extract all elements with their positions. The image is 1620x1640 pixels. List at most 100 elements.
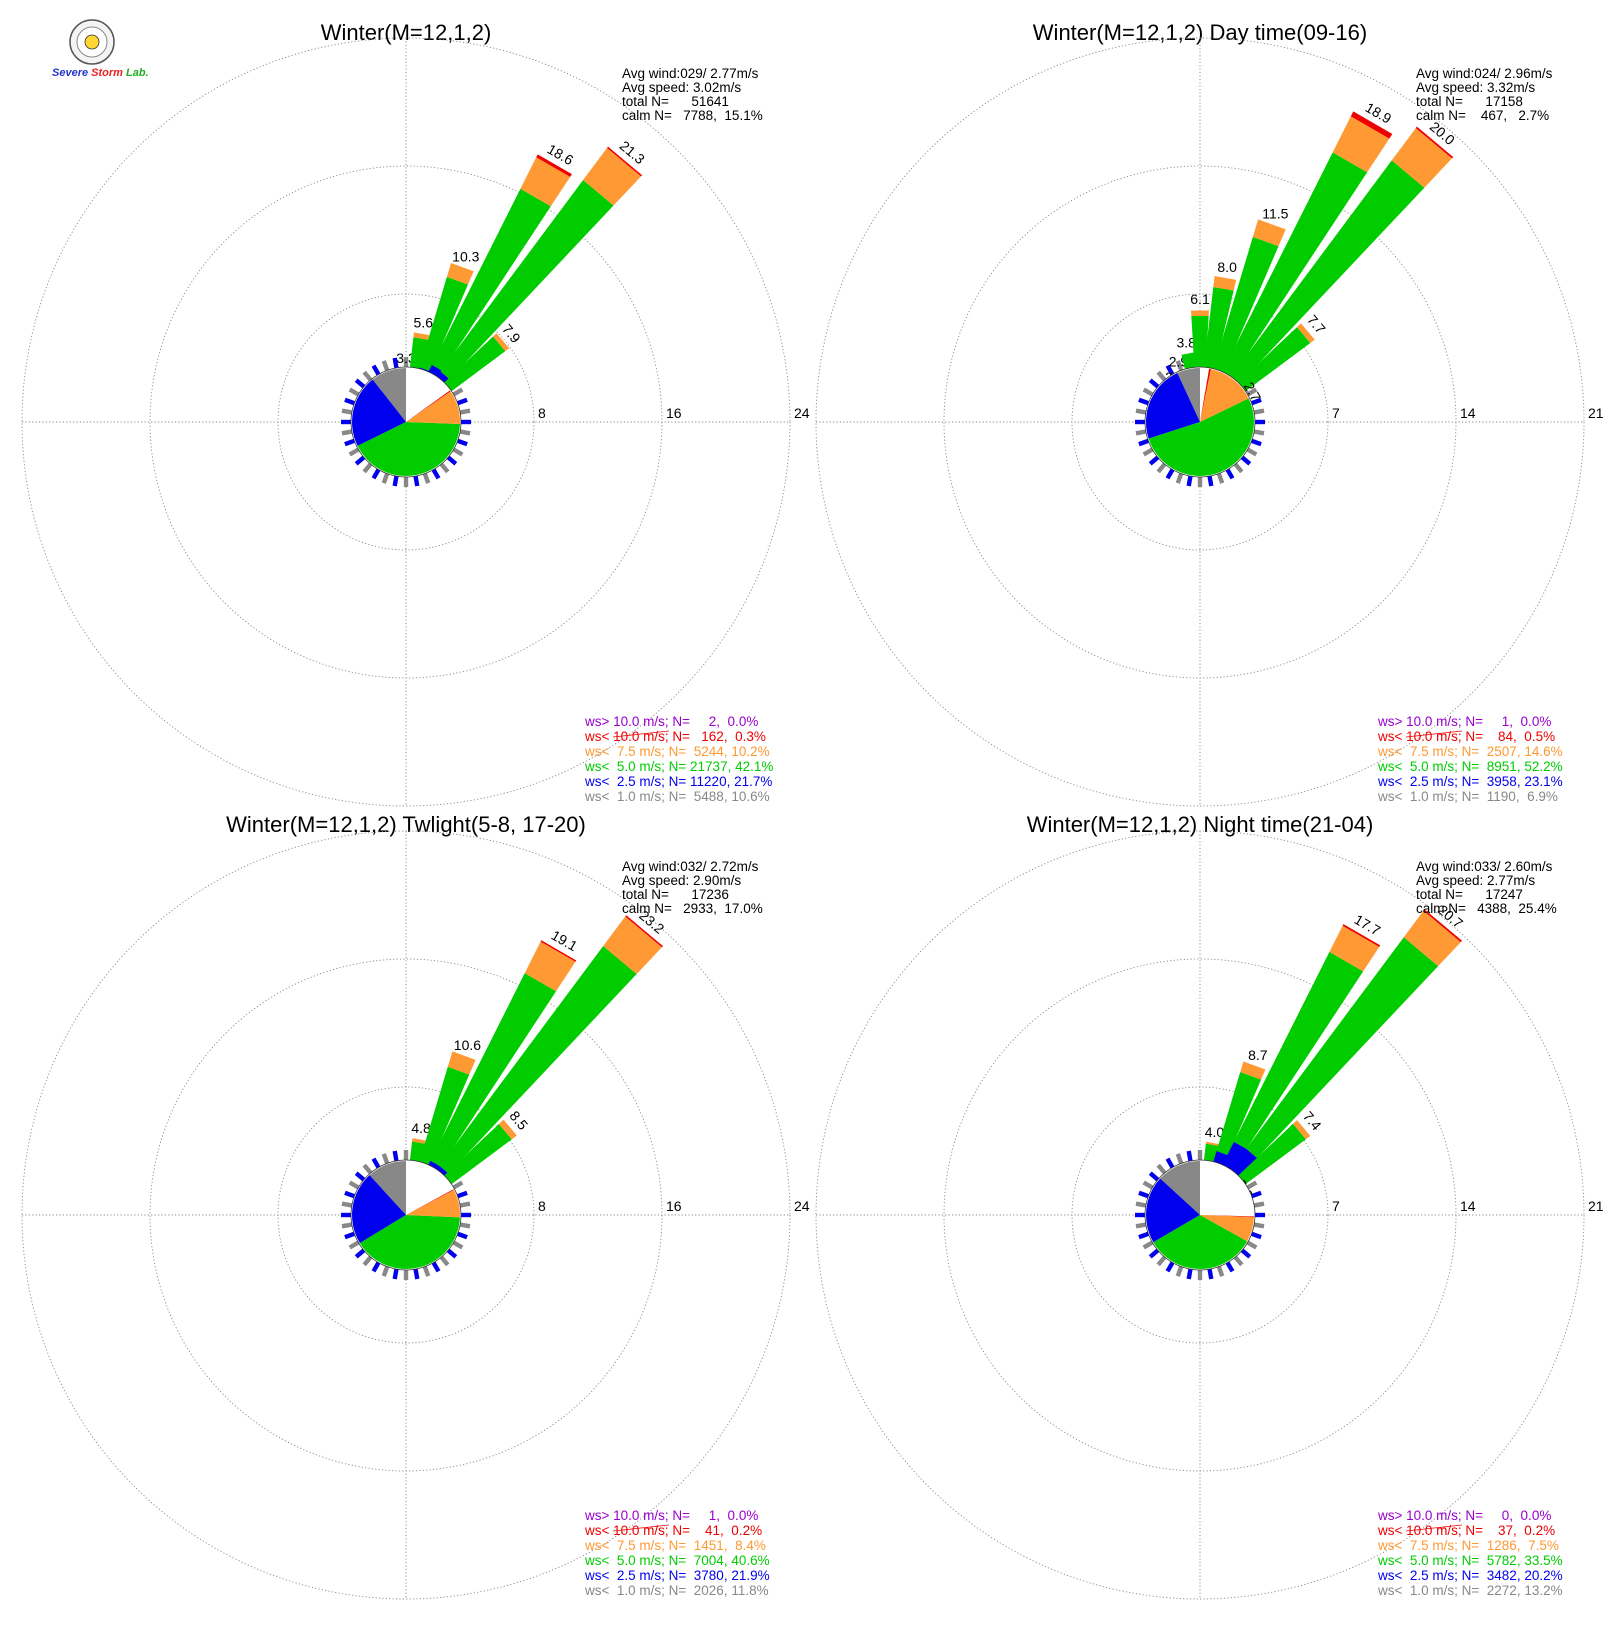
minor-bar	[348, 1240, 360, 1250]
minor-bar	[392, 475, 399, 487]
minor-bar	[1207, 475, 1214, 487]
stat-line: Avg speed: 2.77m/s	[1416, 873, 1535, 888]
ring-label: 14	[1460, 405, 1476, 421]
pie-slice	[1177, 368, 1200, 422]
bar-value-label: 11.5	[1262, 206, 1288, 222]
bar-segment	[412, 1138, 427, 1144]
minor-bar	[1246, 1180, 1258, 1190]
minor-bar	[348, 387, 360, 397]
minor-bar	[1138, 1231, 1150, 1240]
minor-bar	[1246, 447, 1258, 457]
legend-entry: ws> 10.0 m/s; N= 1, 0.0%	[584, 1508, 758, 1523]
minor-bar	[1186, 1150, 1193, 1162]
ring-label: 7	[1332, 1198, 1340, 1214]
minor-bar	[1165, 468, 1175, 480]
minor-bar	[456, 1190, 468, 1199]
minor-bar	[431, 468, 441, 480]
legend-entry: ws> 10.0 m/s; N= 2, 0.0%	[584, 714, 758, 729]
minor-bar	[439, 1255, 450, 1267]
legend-entry: ws< 5.0 m/s; N= 8951, 52.2%	[1377, 759, 1563, 774]
minor-bar	[1148, 455, 1160, 466]
bar-segment	[1213, 276, 1237, 291]
minor-bar	[452, 1240, 464, 1250]
bar-segment	[435, 336, 506, 399]
minor-bar	[1216, 1265, 1225, 1277]
minor-bar	[413, 1268, 420, 1280]
minor-bar	[1250, 1231, 1262, 1240]
minor-bar	[456, 438, 468, 447]
minor-bar	[1255, 419, 1265, 425]
legend-entry: ws< 10.0 m/s; N= 37, 0.2%	[1377, 1523, 1555, 1538]
stat-line: Avg wind:033/ 2.60m/s	[1416, 859, 1553, 874]
minor-bar	[341, 1212, 351, 1218]
minor-bar	[431, 1261, 441, 1273]
minor-bar	[1135, 408, 1147, 415]
minor-bar	[456, 397, 468, 406]
stat-line: total N= 17236	[622, 887, 729, 902]
minor-bar	[354, 1248, 366, 1259]
bar-segment	[1342, 924, 1381, 947]
bar-segment	[413, 332, 430, 340]
bar-segment	[1191, 310, 1209, 316]
legend-entry: ws< 1.0 m/s; N= 2272, 13.2%	[1377, 1583, 1563, 1598]
minor-bar	[344, 438, 356, 447]
minor-bar	[1135, 1222, 1147, 1229]
pie-slice	[369, 1161, 406, 1215]
legend-entry: ws> 10.0 m/s; N= 1, 0.0%	[1377, 714, 1551, 729]
minor-bar	[1148, 378, 1160, 389]
pie-slice	[357, 422, 460, 476]
minor-bar	[452, 1180, 464, 1190]
minor-bar	[1138, 438, 1150, 447]
minor-bar	[1175, 1265, 1184, 1277]
bar-value-label: 4.0	[1205, 1124, 1225, 1140]
bar-segment	[433, 1124, 512, 1193]
legend-entry: ws< 5.0 m/s; N= 5782, 33.5%	[1377, 1553, 1563, 1568]
minor-bar	[1156, 1163, 1167, 1175]
minor-bar	[1142, 1240, 1154, 1250]
pie-slice	[406, 1189, 454, 1215]
minor-bar	[459, 1201, 471, 1208]
minor-bar	[371, 468, 381, 480]
minor-bar	[354, 455, 366, 466]
pie-slice	[1153, 1215, 1248, 1270]
minor-bar	[1225, 468, 1235, 480]
minor-bar	[1156, 462, 1167, 474]
minor-bar	[381, 1153, 390, 1165]
bar-segment	[1205, 1141, 1220, 1146]
pie-slice	[359, 1215, 460, 1270]
minor-bar	[344, 397, 356, 406]
minor-bar	[341, 1222, 353, 1229]
legend-entry: ws< 7.5 m/s; N= 2507, 14.6%	[1377, 744, 1563, 759]
pie-slice	[1146, 1178, 1200, 1243]
minor-bar	[403, 1270, 409, 1280]
stat-line: Avg wind:029/ 2.77m/s	[622, 66, 759, 81]
minor-bar	[1135, 419, 1145, 425]
legend-entry: ws< 5.0 m/s; N= 21737, 42.1%	[584, 759, 773, 774]
minor-bar	[1225, 1261, 1235, 1273]
minor-bar	[1135, 429, 1147, 436]
bar-value-label: 10.3	[452, 248, 479, 264]
bar-segment	[1237, 1123, 1306, 1186]
legend-mark	[1405, 730, 1463, 738]
minor-bar	[1186, 475, 1193, 487]
pie-slice	[406, 1189, 460, 1218]
pie-slice	[1200, 368, 1211, 422]
bar-segment	[440, 180, 614, 380]
minor-bar	[422, 1265, 431, 1277]
ring-label: 24	[794, 1198, 810, 1214]
pie-slice	[406, 391, 460, 425]
minor-bar	[456, 1231, 468, 1240]
bar-segment	[439, 946, 637, 1174]
panel-title: Winter(M=12,1,2) Day time(09-16)	[1033, 20, 1367, 45]
minor-bar	[1246, 1240, 1258, 1250]
minor-bar	[446, 1248, 458, 1259]
pie-slice	[1200, 1215, 1254, 1218]
stat-line: total N= 51641	[622, 94, 729, 109]
lab-logo: Severe Storm Lab.	[52, 19, 149, 79]
bar-segment	[446, 263, 474, 285]
minor-bar	[459, 1222, 471, 1229]
minor-bar	[1250, 1190, 1262, 1199]
minor-bar	[403, 357, 409, 367]
bar-segment	[1252, 219, 1286, 247]
minor-bar	[341, 419, 351, 425]
